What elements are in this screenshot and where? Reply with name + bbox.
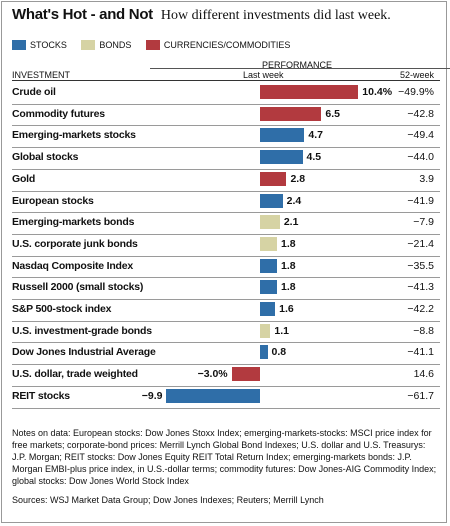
legend-swatch-bonds	[81, 40, 96, 50]
data-label: 6.5	[325, 107, 341, 120]
bar	[260, 280, 277, 295]
row-divider	[12, 233, 440, 235]
data-label: −3.0%	[197, 368, 228, 381]
legend-item-stocks: STOCKS	[12, 40, 67, 50]
row-label: U.S. investment-grade bonds	[12, 324, 152, 337]
header-rule	[12, 80, 440, 81]
data-label: 4.5	[306, 151, 322, 164]
row-label: Nasdaq Composite Index	[12, 259, 134, 272]
row-divider	[12, 385, 440, 387]
week52-value: −42.8	[407, 107, 434, 120]
data-label: 1.8	[281, 281, 296, 294]
bar	[166, 388, 260, 403]
bar	[260, 215, 280, 230]
performance-rule	[150, 68, 450, 69]
week52-value: −44.0	[407, 151, 434, 164]
bar	[260, 150, 303, 165]
row-label: Russell 2000 (small stocks)	[12, 281, 144, 294]
row-divider	[12, 212, 440, 214]
bar	[260, 236, 277, 251]
row-label: Gold	[12, 172, 36, 185]
week52-value: −49.9%	[398, 86, 434, 98]
row-label: Emerging-markets bonds	[12, 216, 135, 229]
data-label: 10.4%	[362, 86, 393, 98]
header-investment: INVESTMENT	[12, 70, 71, 80]
week52-value: −42.2	[407, 303, 434, 315]
chart-title: What's Hot - and Not	[12, 6, 153, 23]
week52-value: −41.3	[407, 281, 434, 294]
legend-swatch-stocks	[12, 40, 26, 50]
header-performance: PERFORMANCE	[262, 60, 333, 70]
week52-value: −61.7	[407, 389, 434, 402]
week52-value: −41.1	[407, 346, 434, 359]
row-divider	[12, 364, 440, 366]
week52-value: −7.9	[413, 216, 434, 229]
week52-value: 3.9	[419, 172, 434, 185]
week52-value: −49.4	[407, 129, 434, 142]
row-divider	[12, 407, 440, 409]
legend-swatch-currencies	[145, 40, 160, 50]
bar	[260, 106, 322, 121]
row-label: U.S. dollar, trade weighted	[12, 368, 138, 381]
row-divider	[12, 103, 440, 105]
data-label: 1.1	[274, 324, 289, 337]
data-label: −9.9	[141, 389, 163, 402]
legend-item-bonds: BONDS	[81, 40, 131, 50]
data-label: 1.8	[281, 259, 296, 272]
row-label: Dow Jones Industrial Average	[12, 346, 156, 359]
bar	[260, 128, 305, 143]
row-divider	[12, 255, 440, 257]
bar	[260, 193, 283, 208]
row-label: REIT stocks	[12, 389, 70, 402]
data-label: 0.8	[271, 346, 287, 359]
week52-value: −41.9	[407, 194, 434, 207]
bar	[260, 323, 271, 338]
notes: Notes on data: European stocks: Dow Jone…	[12, 428, 437, 486]
sources: Sources: WSJ Market Data Group; Dow Jone…	[12, 495, 324, 505]
week52-value: −8.8	[413, 324, 434, 337]
legend-label-currencies: CURRENCIES/COMMODITIES	[163, 40, 291, 50]
data-label: 2.1	[283, 216, 299, 229]
header-last-week: Last week	[243, 70, 284, 80]
row-divider	[12, 147, 440, 149]
data-label: 2.4	[286, 194, 302, 207]
row-label: European stocks	[12, 194, 94, 207]
legend: STOCKS BONDS CURRENCIES/COMMODITIES	[12, 40, 302, 52]
row-label: Commodity futures	[12, 107, 105, 120]
row-label: S&P 500-stock index	[12, 303, 112, 315]
week52-value: 14.6	[413, 368, 434, 381]
row-divider	[12, 277, 440, 279]
legend-label-bonds: BONDS	[99, 40, 132, 50]
row-divider	[12, 342, 440, 344]
week52-value: −35.5	[407, 259, 434, 272]
row-label: U.S. corporate junk bonds	[12, 237, 138, 250]
data-label: 1.8	[281, 237, 296, 250]
row-divider	[12, 299, 440, 300]
row-divider	[12, 125, 440, 127]
row-divider	[12, 190, 440, 192]
bar	[260, 258, 277, 273]
bar	[260, 302, 276, 316]
row-label: Emerging-markets stocks	[12, 129, 136, 142]
title-row: What's Hot - and Not How different invest…	[12, 6, 391, 24]
data-label: 2.8	[290, 172, 306, 185]
data-label: 4.7	[308, 129, 324, 142]
bar	[260, 345, 268, 360]
bar	[260, 171, 287, 186]
data-label: 1.6	[279, 303, 294, 315]
header-52-week: 52-week	[399, 70, 434, 80]
row-divider	[12, 320, 440, 322]
week52-value: −21.4	[407, 237, 434, 250]
chart-subtitle: How different investments did last week.	[160, 8, 391, 23]
row-divider	[12, 168, 440, 170]
legend-item-currencies: CURRENCIES/COMMODITIES	[145, 40, 291, 50]
row-label: Crude oil	[12, 86, 56, 98]
bar	[231, 367, 260, 382]
legend-label-stocks: STOCKS	[30, 40, 67, 50]
bar	[260, 85, 359, 99]
row-label: Global stocks	[12, 151, 79, 164]
